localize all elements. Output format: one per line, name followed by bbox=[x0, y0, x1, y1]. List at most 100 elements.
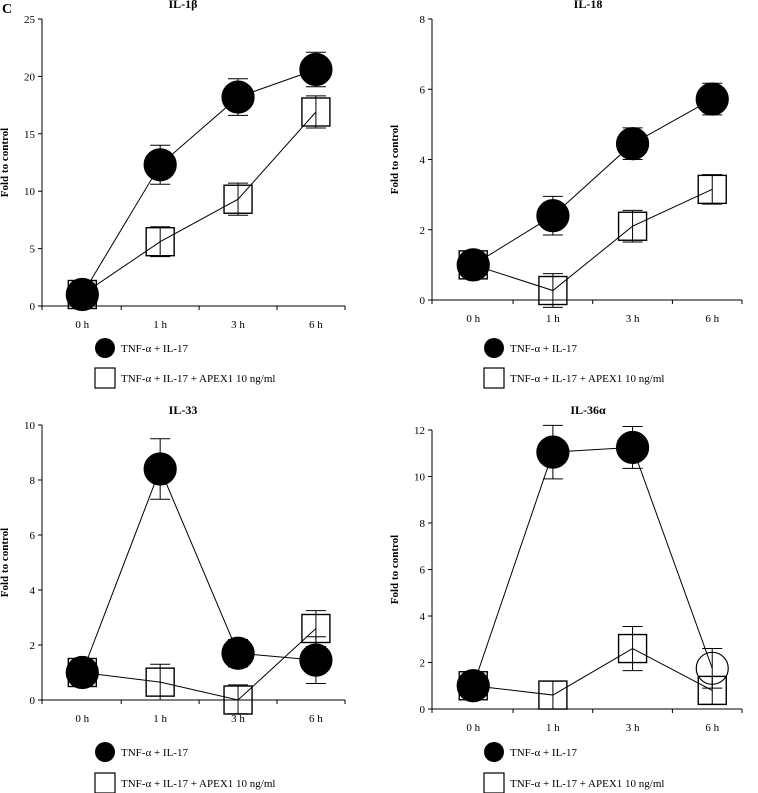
point-square bbox=[458, 671, 488, 701]
y-tick-label: 4 bbox=[420, 155, 426, 167]
chart-title: IL-1β bbox=[169, 0, 198, 11]
y-tick-label: 4 bbox=[420, 611, 426, 623]
y-tick-label: 6 bbox=[420, 84, 426, 96]
point-square bbox=[538, 275, 568, 306]
legend-label: TNF-α + IL-17 + APEX1 10 ng/ml bbox=[121, 373, 275, 385]
legend-circle-marker bbox=[95, 742, 115, 762]
y-tick-label: 6 bbox=[30, 530, 36, 542]
legend-label: TNF-α + IL-17 bbox=[510, 343, 577, 355]
point-circle bbox=[695, 82, 729, 116]
point-circle bbox=[456, 248, 490, 282]
x-tick-label: 0 h bbox=[466, 313, 480, 325]
legend-circle-marker bbox=[95, 338, 115, 358]
chart-title: IL-36α bbox=[570, 403, 606, 417]
x-tick-label: 3 h bbox=[231, 713, 245, 725]
chart-4: IL-36α 0 2 4 6 8 10 12 0 h 1 h 3 h 6 h Fold to contr… bbox=[389, 403, 743, 793]
point-circle bbox=[65, 277, 99, 312]
point-circle bbox=[536, 435, 570, 469]
y-tick-label: 10 bbox=[24, 186, 36, 198]
y-tick-label: 8 bbox=[420, 14, 426, 26]
legend-circle-marker bbox=[484, 338, 504, 358]
x-tick-label: 0 h bbox=[466, 722, 480, 734]
point-circle bbox=[615, 430, 650, 465]
chart-2: IL-18 0 2 4 6 8 0 h 1 h 3 h 6 h Fold to control TNF… bbox=[389, 0, 743, 389]
x-tick-label: 6 h bbox=[705, 313, 719, 325]
x-tick-label: 6 h bbox=[309, 319, 323, 331]
chart-1: IL-1β 0 5 10 15 20 25 0 h 1 h 3 h 6 h Fold to contr… bbox=[0, 0, 346, 389]
series-line-1 bbox=[472, 446, 713, 686]
point-square bbox=[617, 633, 648, 664]
y-tick-label: 10 bbox=[24, 420, 36, 432]
point-circle bbox=[65, 655, 99, 690]
y-tick-label: 2 bbox=[420, 225, 426, 237]
series-line-2 bbox=[82, 628, 317, 701]
legend-label: TNF-α + IL-17 bbox=[510, 747, 577, 759]
x-tick-label: 1 h bbox=[153, 319, 167, 331]
series-line-2 bbox=[473, 188, 713, 292]
y-axis-label: Fold to control bbox=[0, 128, 11, 197]
point-square bbox=[301, 613, 331, 644]
chart-title: IL-33 bbox=[169, 403, 198, 417]
point-square bbox=[697, 675, 727, 706]
point-square bbox=[223, 184, 253, 214]
y-tick-label: 25 bbox=[24, 14, 36, 26]
series-line-1 bbox=[81, 69, 317, 295]
point-square bbox=[301, 97, 331, 127]
point-square bbox=[223, 685, 253, 715]
y-tick-label: 15 bbox=[24, 129, 36, 141]
point-circle bbox=[615, 127, 650, 161]
y-tick-label: 12 bbox=[414, 425, 425, 437]
x-tick-label: 1 h bbox=[546, 313, 560, 325]
chart-3: IL-33 0 2 4 6 8 10 0 h 1 h 3 h 6 h Fold to control T… bbox=[0, 403, 346, 793]
legend-square-marker bbox=[94, 367, 116, 389]
point-square bbox=[458, 250, 488, 280]
y-tick-label: 6 bbox=[420, 565, 426, 577]
chart-title: IL-18 bbox=[574, 0, 603, 11]
x-tick-label: 3 h bbox=[231, 319, 245, 331]
y-axis-label: Fold to control bbox=[389, 535, 401, 604]
y-tick-label: 5 bbox=[30, 244, 36, 256]
series-line-1 bbox=[472, 98, 713, 266]
x-tick-label: 0 h bbox=[75, 319, 89, 331]
series-line-1 bbox=[81, 467, 316, 673]
y-tick-label: 10 bbox=[414, 472, 426, 484]
point-circle bbox=[299, 643, 333, 677]
legend-square-marker bbox=[94, 772, 116, 793]
legend-label: TNF-α + IL-17 + APEX1 10 ng/ml bbox=[510, 778, 664, 790]
y-tick-label: 0 bbox=[30, 301, 36, 313]
legend-label: TNF-α + IL-17 + APEX1 10 ng/ml bbox=[121, 778, 275, 790]
y-tick-label: 8 bbox=[30, 475, 36, 487]
y-tick-label: 8 bbox=[420, 518, 426, 530]
series-line-2 bbox=[473, 647, 713, 696]
point-circle bbox=[695, 651, 729, 685]
panel-label: C bbox=[2, 2, 12, 17]
x-tick-label: 3 h bbox=[626, 313, 640, 325]
y-tick-label: 0 bbox=[420, 295, 426, 307]
x-tick-label: 6 h bbox=[705, 722, 719, 734]
y-tick-label: 0 bbox=[420, 704, 426, 716]
point-square bbox=[538, 680, 568, 710]
y-tick-label: 2 bbox=[30, 640, 36, 652]
point-square bbox=[145, 667, 175, 697]
point-circle bbox=[143, 452, 177, 486]
point-square bbox=[67, 657, 97, 688]
x-tick-label: 1 h bbox=[153, 713, 167, 725]
point-square bbox=[697, 174, 727, 205]
point-square bbox=[67, 279, 97, 310]
point-circle bbox=[221, 636, 255, 670]
legend-label: TNF-α + IL-17 bbox=[121, 343, 188, 355]
legend-label: TNF-α + IL-17 bbox=[121, 747, 188, 759]
point-circle bbox=[299, 52, 333, 87]
legend-square-marker bbox=[483, 772, 505, 793]
y-tick-label: 4 bbox=[30, 585, 36, 597]
y-tick-label: 20 bbox=[24, 71, 36, 83]
legend-square-marker bbox=[483, 367, 505, 389]
y-tick-label: 2 bbox=[420, 658, 426, 670]
x-tick-label: 0 h bbox=[75, 713, 89, 725]
legend-circle-marker bbox=[484, 742, 504, 762]
y-axis-label: Fold to control bbox=[0, 528, 11, 597]
y-tick-label: 0 bbox=[30, 695, 36, 707]
x-tick-label: 3 h bbox=[626, 722, 640, 734]
